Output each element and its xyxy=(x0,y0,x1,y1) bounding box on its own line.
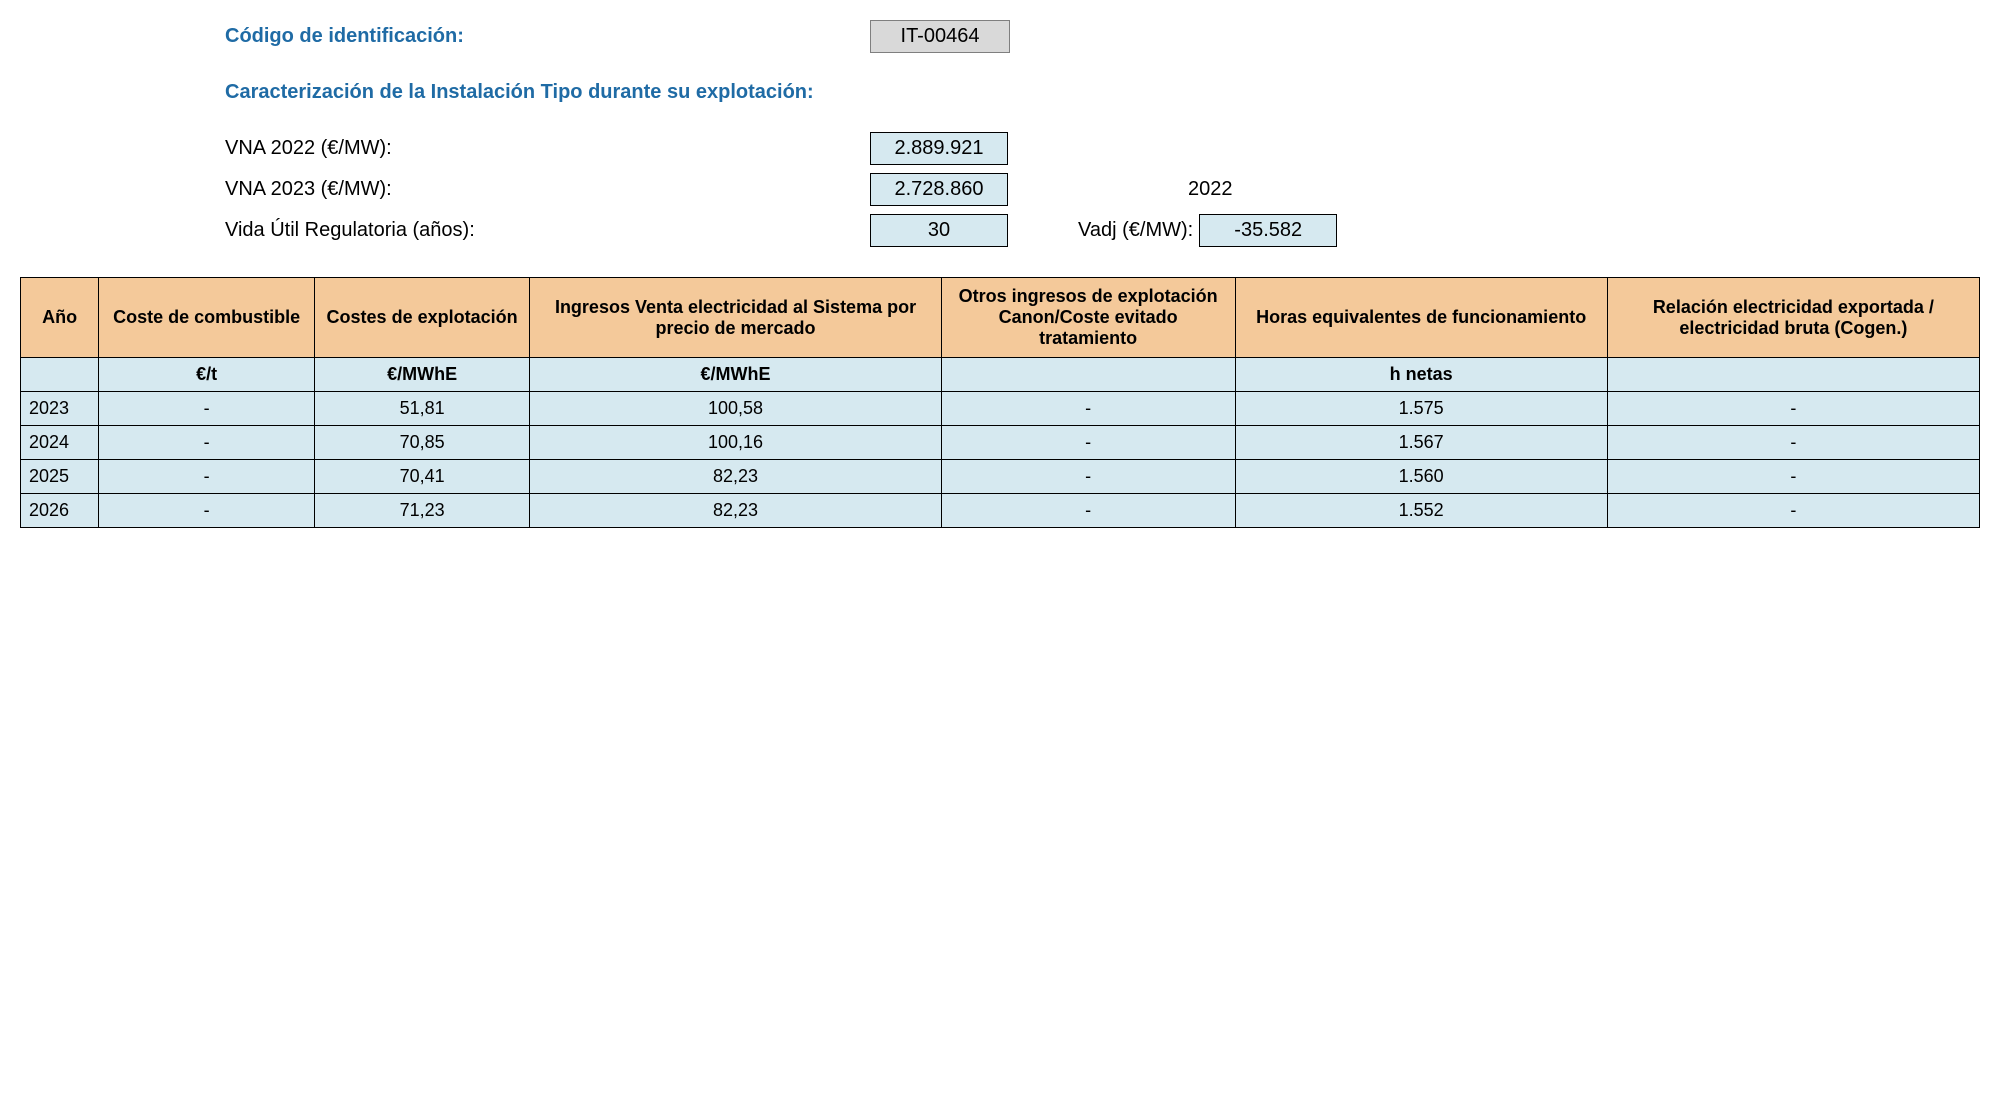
table-header-row: Año Coste de combustible Costes de explo… xyxy=(21,278,1980,358)
id-value-box: IT-00464 xyxy=(870,20,1010,53)
unit-opex: €/MWhE xyxy=(314,358,529,392)
cell-opex: 70,41 xyxy=(314,460,529,494)
cell-hours: 1.560 xyxy=(1235,460,1607,494)
id-label: Código de identificación: xyxy=(225,25,870,48)
cell-opex: 71,23 xyxy=(314,494,529,528)
life-row: Vida Útil Regulatoria (años): 30 Vadj (€… xyxy=(225,214,1980,247)
vna2023-row: VNA 2023 (€/MW): 2.728.860 2022 xyxy=(225,173,1980,206)
data-table: Año Coste de combustible Costes de explo… xyxy=(20,277,1980,528)
cell-other: - xyxy=(941,494,1235,528)
cell-ratio: - xyxy=(1607,392,1979,426)
col-header-ratio: Relación electricidad exportada / electr… xyxy=(1607,278,1979,358)
cell-year: 2026 xyxy=(21,494,99,528)
cell-opex: 51,81 xyxy=(314,392,529,426)
cell-fuel: - xyxy=(99,460,314,494)
cell-other: - xyxy=(941,392,1235,426)
vna2022-row: VNA 2022 (€/MW): 2.889.921 xyxy=(225,132,1980,165)
cell-hours: 1.552 xyxy=(1235,494,1607,528)
life-label: Vida Útil Regulatoria (años): xyxy=(225,219,870,242)
cell-fuel: - xyxy=(99,494,314,528)
table-row: 2025-70,4182,23-1.560- xyxy=(21,460,1980,494)
table-body: €/t €/MWhE €/MWhE h netas 2023-51,81100,… xyxy=(21,358,1980,528)
header-block: Código de identificación: IT-00464 Carac… xyxy=(225,20,1980,247)
unit-year xyxy=(21,358,99,392)
cell-ratio: - xyxy=(1607,494,1979,528)
cell-year: 2025 xyxy=(21,460,99,494)
cell-income: 100,58 xyxy=(530,392,941,426)
col-header-fuel: Coste de combustible xyxy=(99,278,314,358)
col-header-income: Ingresos Venta electricidad al Sistema p… xyxy=(530,278,941,358)
cell-hours: 1.567 xyxy=(1235,426,1607,460)
unit-ratio xyxy=(1607,358,1979,392)
table-row: 2023-51,81100,58-1.575- xyxy=(21,392,1980,426)
cell-opex: 70,85 xyxy=(314,426,529,460)
life-value: 30 xyxy=(870,214,1008,247)
col-header-other: Otros ingresos de explotación Canon/Cost… xyxy=(941,278,1235,358)
cell-ratio: - xyxy=(1607,426,1979,460)
vadj-value: -35.582 xyxy=(1199,214,1337,247)
cell-year: 2024 xyxy=(21,426,99,460)
ref-year: 2022 xyxy=(1188,178,1233,201)
cell-fuel: - xyxy=(99,426,314,460)
cell-income: 82,23 xyxy=(530,494,941,528)
vna2023-value: 2.728.860 xyxy=(870,173,1008,206)
vna2022-value: 2.889.921 xyxy=(870,132,1008,165)
unit-other xyxy=(941,358,1235,392)
cell-other: - xyxy=(941,460,1235,494)
unit-hours: h netas xyxy=(1235,358,1607,392)
vna2023-label: VNA 2023 (€/MW): xyxy=(225,178,870,201)
table-row: 2024-70,85100,16-1.567- xyxy=(21,426,1980,460)
col-header-hours: Horas equivalentes de funcionamiento xyxy=(1235,278,1607,358)
table-units-row: €/t €/MWhE €/MWhE h netas xyxy=(21,358,1980,392)
section-title: Caracterización de la Instalación Tipo d… xyxy=(225,81,1980,104)
col-header-year: Año xyxy=(21,278,99,358)
col-header-opex: Costes de explotación xyxy=(314,278,529,358)
vna2022-label: VNA 2022 (€/MW): xyxy=(225,137,870,160)
cell-ratio: - xyxy=(1607,460,1979,494)
vadj-wrap: Vadj (€/MW): -35.582 xyxy=(1078,214,1337,247)
cell-fuel: - xyxy=(99,392,314,426)
id-row: Código de identificación: IT-00464 xyxy=(225,20,1980,53)
cell-year: 2023 xyxy=(21,392,99,426)
unit-fuel: €/t xyxy=(99,358,314,392)
unit-income: €/MWhE xyxy=(530,358,941,392)
cell-income: 100,16 xyxy=(530,426,941,460)
vadj-label: Vadj (€/MW): xyxy=(1078,219,1193,242)
cell-hours: 1.575 xyxy=(1235,392,1607,426)
cell-other: - xyxy=(941,426,1235,460)
cell-income: 82,23 xyxy=(530,460,941,494)
table-row: 2026-71,2382,23-1.552- xyxy=(21,494,1980,528)
